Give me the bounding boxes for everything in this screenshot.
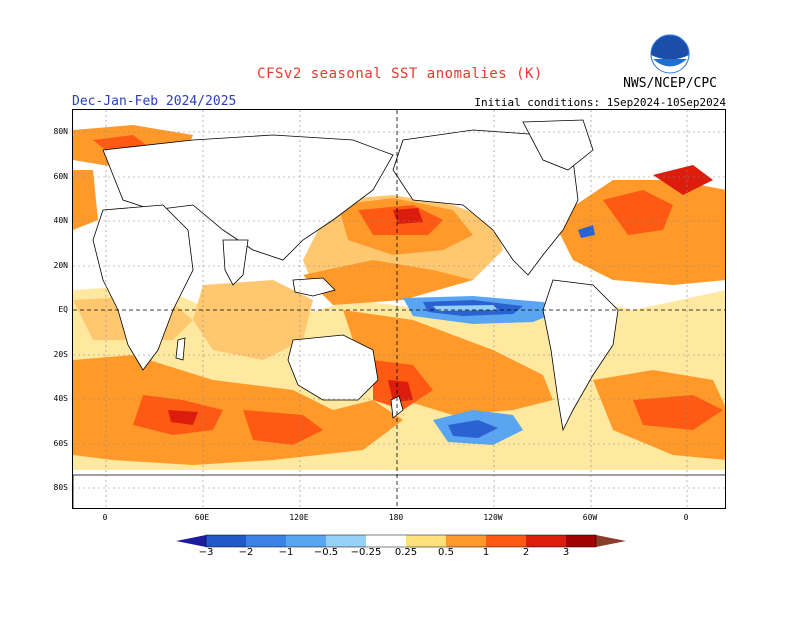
initial-conditions-label: Initial conditions: 1Sep2024-10Sep2024 (474, 96, 726, 109)
colorbar-bin-4 (326, 535, 366, 547)
lon-label-120e: 120E (289, 513, 309, 522)
lon-label-180: 180 (388, 513, 404, 522)
colorbar-bin-6 (406, 535, 446, 547)
colorbar-label-m2: −2 (238, 547, 254, 558)
lat-label-20s: 20S (53, 350, 68, 359)
lon-label-0-right: 0 (683, 513, 689, 522)
noaa-logo (650, 34, 690, 74)
lon-label-120w: 120W (483, 513, 503, 522)
lat-label-40s: 40S (53, 394, 68, 403)
colorbar-label-p05: 0.5 (438, 547, 454, 558)
lon-label-60w: 60W (582, 513, 598, 522)
colorbar-label-p3: 3 (562, 547, 570, 558)
colorbar-bin-7 (446, 535, 486, 547)
colorbar-label-m05: −0.5 (313, 547, 339, 558)
lat-label-60s: 60S (53, 439, 68, 448)
lat-label-80n: 80N (53, 127, 68, 136)
colorbar-label-p025: 0.25 (394, 547, 418, 558)
colorbar-bin-9 (526, 535, 566, 547)
colorbar-bin-10 (566, 535, 596, 547)
lat-label-60n: 60N (53, 172, 68, 181)
lon-label-0-left: 0 (102, 513, 108, 522)
lat-label-20n: 20N (53, 261, 68, 270)
colorbar-label-p2: 2 (522, 547, 530, 558)
lat-label-80s: 80S (53, 483, 68, 492)
sst-anomaly-map (72, 109, 726, 509)
colorbar-label-p1: 1 (482, 547, 490, 558)
colorbar-bin-1 (206, 535, 246, 547)
colorbar-low-arrow (176, 535, 206, 547)
colorbar-high-arrow (596, 535, 626, 547)
colorbar (176, 534, 626, 548)
colorbar-label-m1: −1 (278, 547, 294, 558)
lon-label-60e: 60E (194, 513, 210, 522)
colorbar-bin-5 (366, 535, 406, 547)
colorbar-label-m025: −0.25 (350, 547, 382, 558)
lat-label-eq: EQ (58, 305, 68, 314)
colorbar-bin-3 (286, 535, 326, 547)
season-label: Dec-Jan-Feb 2024/2025 (72, 94, 237, 109)
colorbar-label-m3: −3 (198, 547, 214, 558)
colorbar-bin-2 (246, 535, 286, 547)
lat-label-40n: 40N (53, 216, 68, 225)
page-title: CFSv2 seasonal SST anomalies (K) (257, 66, 543, 82)
colorbar-bin-8 (486, 535, 526, 547)
sst-map-canvas (73, 110, 725, 508)
agency-label: NWS/NCEP/CPC (623, 76, 717, 91)
